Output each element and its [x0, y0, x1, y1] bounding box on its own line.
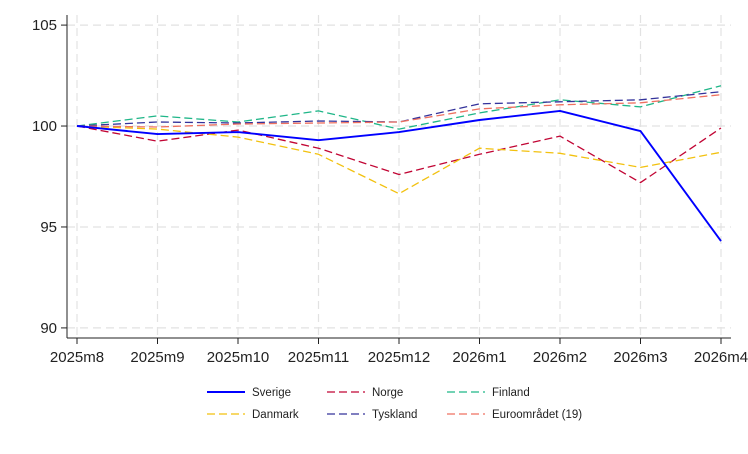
y-tick-label: 95 — [40, 219, 57, 236]
grid — [67, 15, 731, 338]
x-tick-label: 2025m12 — [368, 349, 431, 366]
legend-label-tyskland: Tyskland — [372, 409, 417, 421]
x-tick-label: 2026m3 — [613, 349, 667, 366]
legend-label-sverige: Sverige — [252, 387, 291, 399]
x-tick-label: 2026m2 — [533, 349, 587, 366]
y-tick-label: 105 — [32, 17, 57, 34]
legend-label-danmark: Danmark — [252, 409, 299, 421]
x-tick-label: 2025m8 — [50, 349, 104, 366]
legend: Sverige Norge Finland Danmark Tyskland Euroom… — [207, 387, 582, 421]
legend-label-finland: Finland — [492, 387, 530, 399]
axes: 90 95 100 105 2025m8 2025m9 2025m10 2025m11 2025… — [32, 15, 748, 366]
series-line-norge — [76, 125, 722, 184]
y-tick-label: 90 — [40, 320, 57, 337]
series-line-finland — [76, 85, 722, 130]
legend-label-euroomr-det-19: Euroområdet (19) — [492, 409, 582, 421]
x-tick-label: 2026m4 — [694, 349, 748, 366]
series-lines — [76, 85, 722, 242]
series-line-sverige — [76, 109, 722, 242]
x-tick-label: 2025m11 — [288, 349, 349, 366]
y-tick-label: 100 — [32, 118, 57, 135]
x-tick-label: 2025m10 — [207, 349, 270, 366]
x-tick-label: 2026m1 — [452, 349, 506, 366]
x-tick-label: 2025m9 — [130, 349, 184, 366]
legend-label-norge: Norge — [372, 387, 403, 399]
